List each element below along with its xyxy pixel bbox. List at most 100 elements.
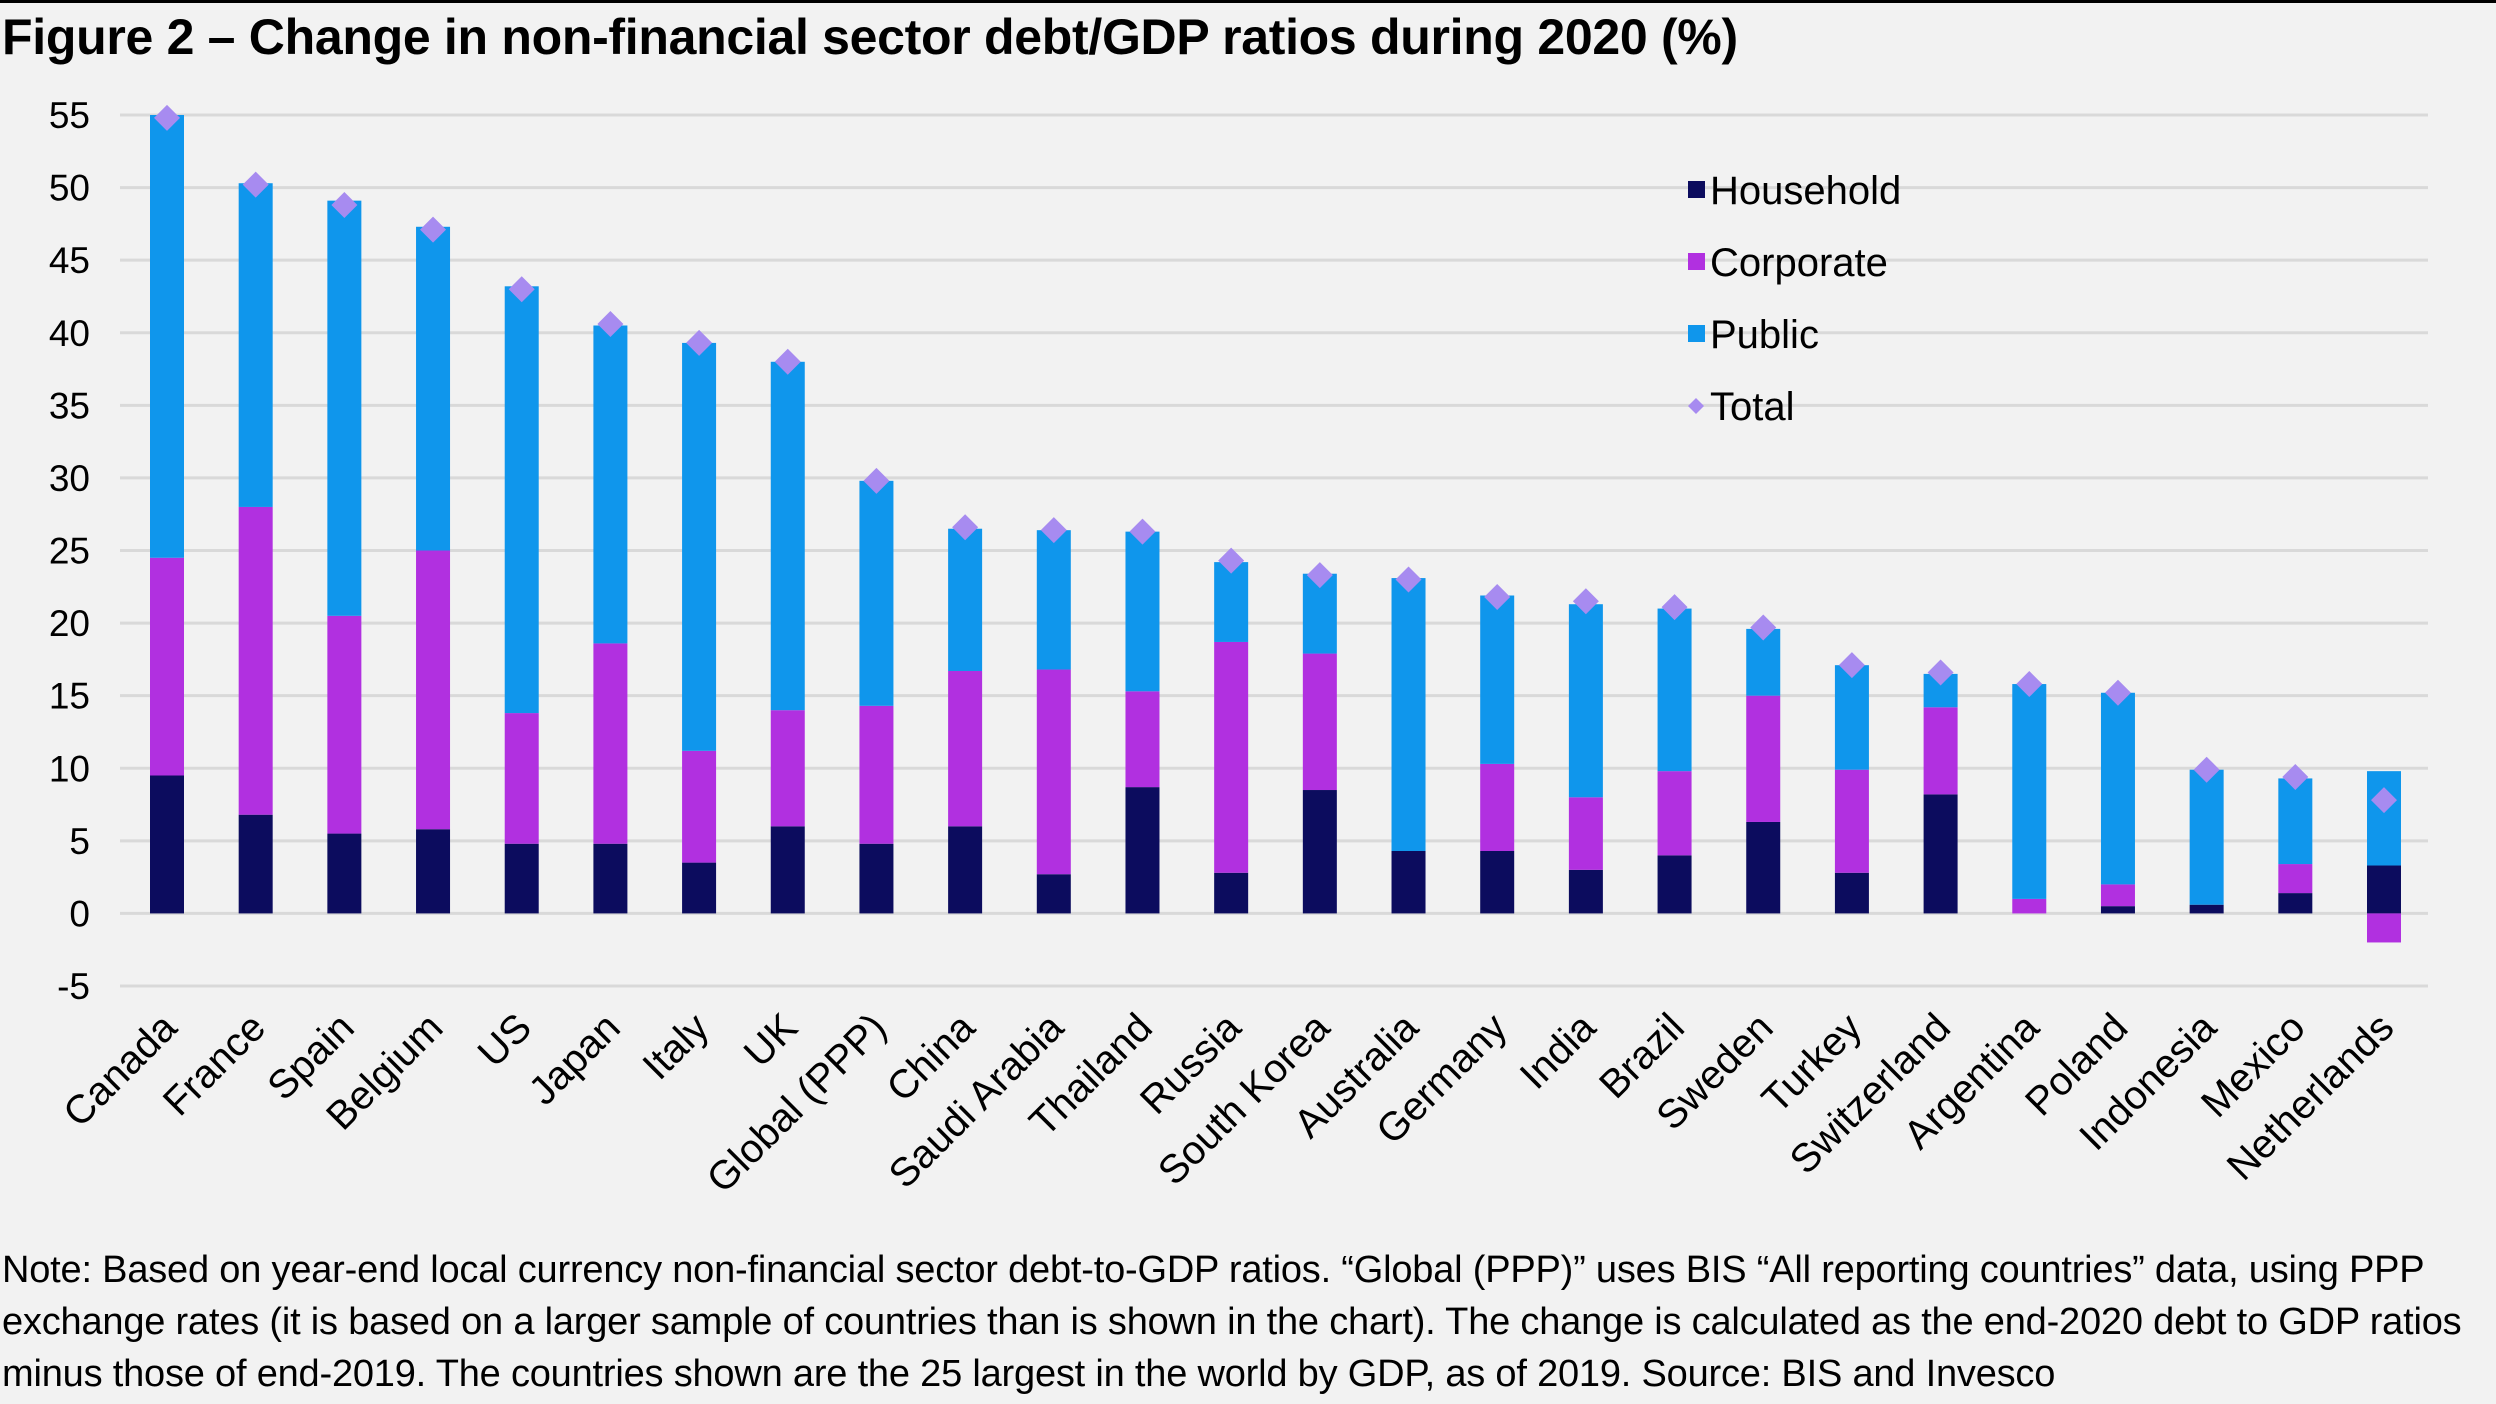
bar-corporate-saudi-arabia [1036,669,1071,875]
top-rule [0,0,2496,3]
total-marker-argentina [2016,671,2043,698]
bar-household-south-korea [1302,790,1337,914]
total-marker-australia [1395,566,1422,593]
bar-household-switzerland [1923,794,1958,914]
x-label-uk: UK [736,1005,807,1076]
total-marker-uk [774,348,801,375]
bar-public-germany [1480,595,1515,764]
bar-household-thailand [1125,787,1160,914]
bar-corporate-argentina [2012,898,2047,914]
figure-note: Note: Based on year-end local currency n… [2,1249,2462,1395]
total-marker-netherlands [2371,787,2397,814]
y-tick-label: 55 [49,95,90,136]
bar-corporate-netherlands [2367,913,2401,943]
x-label-canada: Canada [55,1005,186,1136]
y-tick-label: 10 [49,748,90,789]
x-label-us: US [470,1005,540,1075]
total-marker-germany [1484,583,1511,610]
legend-label-public: Public [1710,313,1819,357]
bar-corporate-japan [593,643,628,844]
bar-public-canada [150,115,184,558]
gridlines [120,113,2428,988]
y-tick-label: 50 [49,168,90,209]
bar-household-global-ppp [859,843,894,914]
legend: Household Corporate Public Total [1688,169,1901,429]
y-tick-label: 25 [49,531,90,572]
bar-household-spain [327,833,362,914]
bar-household-indonesia [2189,904,2224,914]
bar-corporate-france [238,506,273,815]
bar-household-uk [770,826,805,914]
bar-corporate-russia [1214,641,1249,873]
bar-corporate-canada [150,557,184,776]
total-marker-turkey [1838,652,1865,679]
bar-corporate-poland [2100,884,2135,907]
total-marker-saudi-arabia [1040,517,1067,544]
bar-household-india [1568,869,1603,914]
x-label-india: India [1512,1005,1605,1098]
bar-household-saudi-arabia [1036,874,1071,914]
total-markers [154,104,2397,814]
legend-swatch-total [1688,398,1704,414]
total-marker-poland [2104,679,2131,706]
bar-corporate-sweden [1746,695,1781,822]
bar-public-saudi-arabia [1036,530,1071,670]
bar-corporate-switzerland [1923,707,1958,795]
x-label-japan: Japan [521,1005,629,1113]
total-marker-belgium [420,216,447,243]
bars [150,115,2401,943]
bar-household-mexico [2278,893,2313,914]
bar-household-japan [593,843,628,914]
bar-corporate-global-ppp [859,705,894,844]
total-marker-south-korea [1306,562,1333,589]
bar-corporate-uk [770,710,805,827]
bar-household-canada [150,775,184,914]
bar-public-netherlands [2367,771,2401,866]
bar-public-brazil [1657,608,1692,772]
bar-corporate-china [948,670,983,827]
total-marker-indonesia [2193,756,2220,783]
bar-public-belgium [416,226,451,551]
bar-public-global-ppp [859,480,894,706]
legend-swatch-corporate [1688,253,1705,270]
bar-public-russia [1214,562,1249,642]
bar-public-japan [593,325,628,644]
bar-household-poland [2100,906,2135,914]
bar-household-france [238,814,273,914]
total-marker-canada [154,104,180,131]
bar-public-uk [770,361,805,711]
figure-title: Figure 2 – Change in non-financial secto… [2,9,1738,65]
legend-label-total: Total [1710,385,1795,429]
y-tick-label: 35 [49,385,90,426]
total-marker-us [508,276,535,303]
x-label-italy: Italy [634,1005,717,1088]
total-marker-mexico [2282,763,2309,790]
bar-household-australia [1391,850,1426,914]
y-tick-label: 20 [49,603,90,644]
x-label-france: France [155,1005,274,1124]
total-marker-brazil [1661,594,1688,621]
bar-household-china [948,826,983,914]
bar-corporate-south-korea [1302,653,1337,791]
bar-corporate-us [504,713,539,844]
bar-public-poland [2100,692,2135,885]
bar-corporate-turkey [1834,769,1869,873]
bar-public-mexico [2278,778,2313,865]
y-tick-label: 45 [49,240,90,281]
bar-household-brazil [1657,855,1692,914]
total-marker-switzerland [1927,659,1954,686]
bar-corporate-germany [1480,763,1515,851]
legend-label-corporate: Corporate [1710,241,1888,285]
legend-swatch-household [1688,181,1705,198]
bar-household-sweden [1746,821,1781,914]
y-tick-label: 15 [49,676,90,717]
bar-public-france [238,183,273,507]
y-tick-label: 40 [49,313,90,354]
bar-public-thailand [1125,531,1160,692]
total-marker-thailand [1129,518,1156,545]
total-marker-china [952,514,979,541]
legend-label-household: Household [1710,169,1901,213]
total-marker-france [242,171,269,198]
